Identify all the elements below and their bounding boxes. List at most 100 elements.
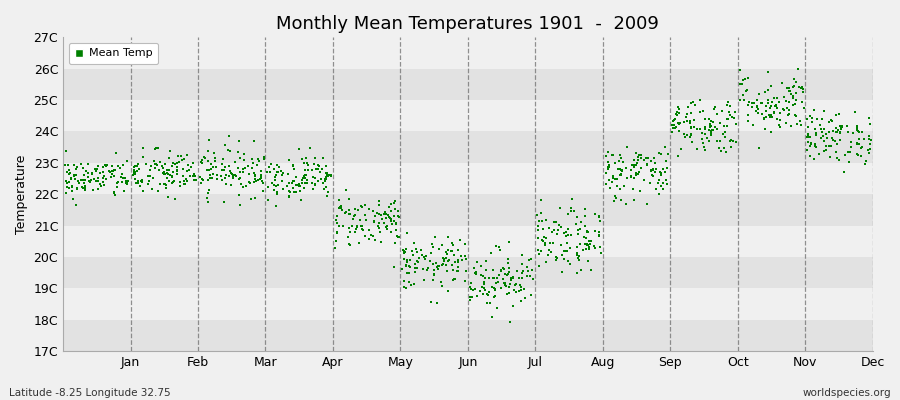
Point	[446, 262, 460, 269]
Point	[469, 269, 483, 275]
Point	[353, 217, 367, 224]
Point	[68, 173, 82, 179]
Point	[484, 250, 499, 256]
Point	[308, 154, 322, 161]
Point	[232, 202, 247, 208]
Point	[665, 125, 680, 131]
Point	[251, 177, 266, 183]
Point	[610, 183, 625, 189]
Point	[440, 250, 454, 257]
Point	[417, 254, 431, 260]
Point	[76, 185, 91, 191]
Point	[574, 218, 589, 225]
Point	[378, 209, 392, 216]
Point	[383, 217, 398, 224]
Point	[110, 180, 124, 186]
Point	[293, 182, 308, 189]
Point	[800, 134, 814, 140]
Point	[213, 173, 228, 179]
Point	[292, 188, 307, 194]
Point	[551, 227, 565, 234]
Point	[549, 218, 563, 225]
Point	[384, 200, 399, 207]
Point	[788, 100, 802, 107]
Point	[355, 222, 369, 229]
Point	[161, 194, 176, 200]
Point	[683, 132, 698, 138]
Point	[816, 126, 831, 132]
Point	[758, 126, 772, 132]
Point	[379, 215, 393, 221]
Point	[619, 144, 634, 150]
Point	[693, 126, 707, 132]
Point	[815, 133, 830, 140]
Point	[219, 174, 233, 181]
Point	[722, 108, 736, 115]
Point	[631, 154, 645, 160]
Point	[786, 94, 800, 101]
Point	[581, 238, 596, 244]
Point	[172, 159, 186, 166]
Point	[620, 175, 634, 181]
Point	[746, 122, 760, 128]
Point	[779, 104, 794, 111]
Point	[349, 226, 364, 233]
Point	[159, 181, 174, 188]
Point	[673, 120, 688, 126]
Point	[608, 176, 622, 183]
Point	[761, 97, 776, 104]
Point	[580, 242, 594, 248]
Point	[290, 182, 304, 188]
Point	[248, 195, 263, 202]
Point	[68, 175, 83, 182]
Point	[833, 123, 848, 129]
Point	[501, 290, 516, 296]
Point	[120, 179, 134, 186]
Point	[442, 257, 456, 263]
Point	[545, 228, 560, 235]
Point	[426, 241, 440, 247]
Point	[299, 172, 313, 178]
Point	[727, 108, 742, 115]
Point	[316, 180, 330, 186]
Point	[736, 92, 751, 98]
Point	[767, 109, 781, 115]
Point	[130, 180, 144, 186]
Point	[777, 94, 791, 100]
Point	[809, 144, 824, 150]
Point	[298, 167, 312, 174]
Point	[429, 300, 444, 306]
Point	[439, 255, 454, 262]
Title: Monthly Mean Temperatures 1901  -  2009: Monthly Mean Temperatures 1901 - 2009	[276, 15, 660, 33]
Point	[247, 170, 261, 176]
Bar	[63, 132, 873, 163]
Point	[305, 180, 320, 186]
Point	[541, 252, 555, 258]
Point	[453, 236, 467, 243]
Point	[216, 156, 230, 162]
Point	[850, 140, 865, 146]
Point	[784, 123, 798, 129]
Point	[454, 253, 469, 260]
Point	[89, 168, 104, 174]
Point	[649, 166, 663, 173]
Point	[70, 186, 85, 192]
Point	[237, 157, 251, 163]
Point	[786, 92, 800, 99]
Point	[696, 108, 710, 114]
Point	[269, 172, 284, 178]
Point	[598, 180, 613, 187]
Point	[201, 176, 215, 183]
Point	[428, 260, 443, 266]
Point	[548, 254, 562, 260]
Point	[511, 274, 526, 281]
Point	[613, 166, 627, 172]
Point	[352, 240, 366, 246]
Point	[226, 172, 240, 178]
Point	[531, 222, 545, 229]
Point	[272, 164, 286, 170]
Point	[632, 152, 646, 158]
Point	[850, 123, 865, 129]
Point	[625, 162, 639, 168]
Point	[660, 181, 674, 187]
